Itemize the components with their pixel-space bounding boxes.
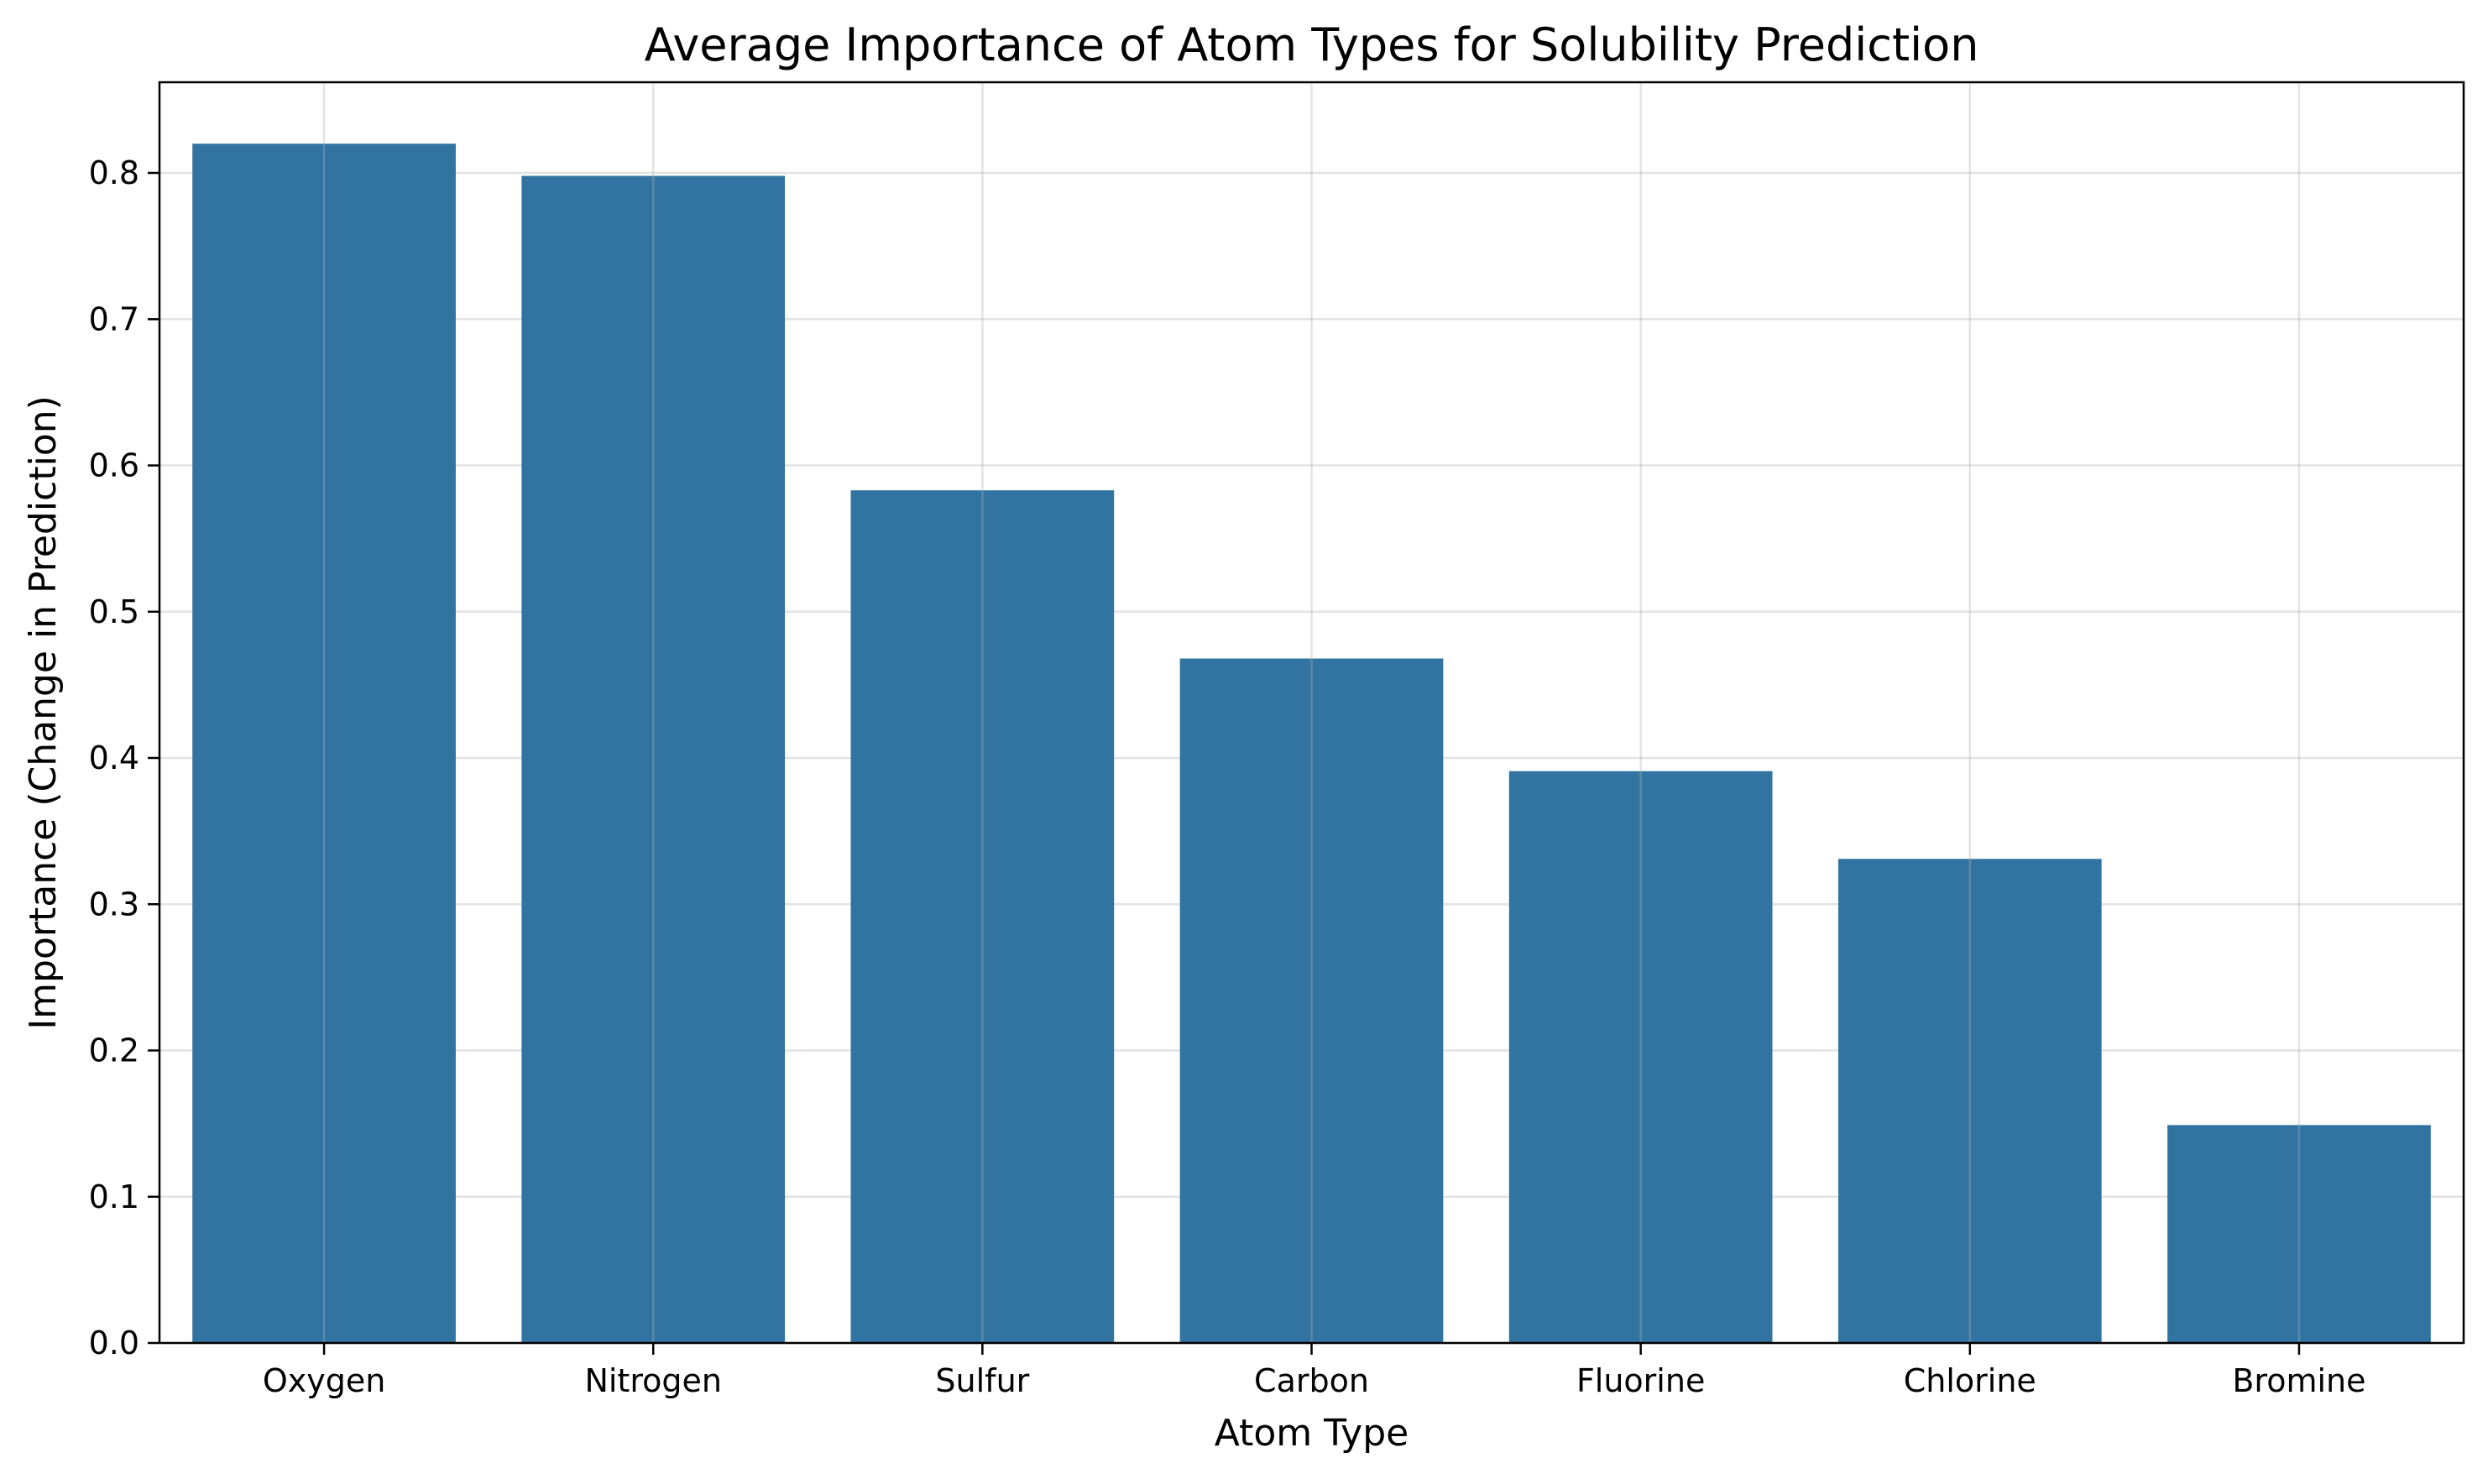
bar-bromine [2167,1125,2431,1343]
x-tick-label: Chlorine [1904,1362,2036,1399]
y-tick-label: 0.7 [89,300,139,337]
y-tick-label: 0.5 [89,593,139,630]
x-tick-label: Fluorine [1576,1362,1705,1399]
y-axis-label: Importance (Change in Prediction) [22,395,65,1030]
bar-carbon [1179,658,1444,1343]
y-tick-label: 0.0 [89,1325,139,1361]
bar-layer [192,144,2431,1344]
y-tick-label: 0.2 [89,1032,139,1069]
y-tick-label: 0.8 [89,154,139,191]
x-tick-label: Oxygen [263,1362,385,1399]
y-tick-label: 0.1 [89,1178,139,1215]
text-layer: Average Importance of Atom Types for Sol… [22,18,2366,1455]
bar-sulfur [850,490,1115,1343]
bar-oxygen [192,144,456,1343]
plot-frame [158,81,2465,1345]
y-tick-label: 0.4 [89,739,139,776]
bar-chlorine [1837,859,2102,1343]
bar-nitrogen [521,175,786,1344]
y-tick-label: 0.6 [89,447,139,484]
bar-fluorine [1508,771,1773,1343]
chart-title: Average Importance of Atom Types for Sol… [645,18,1979,71]
x-axis-label: Atom Type [1215,1412,1409,1455]
x-tick-label: Sulfur [935,1362,1029,1399]
x-tick-label: Carbon [1254,1362,1369,1399]
x-tick-label: Nitrogen [584,1362,722,1399]
axis-layer [148,81,2465,1355]
y-tick-label: 0.3 [89,886,139,922]
grid-overlay-layer [322,82,2301,1343]
x-tick-label: Bromine [2232,1362,2365,1399]
